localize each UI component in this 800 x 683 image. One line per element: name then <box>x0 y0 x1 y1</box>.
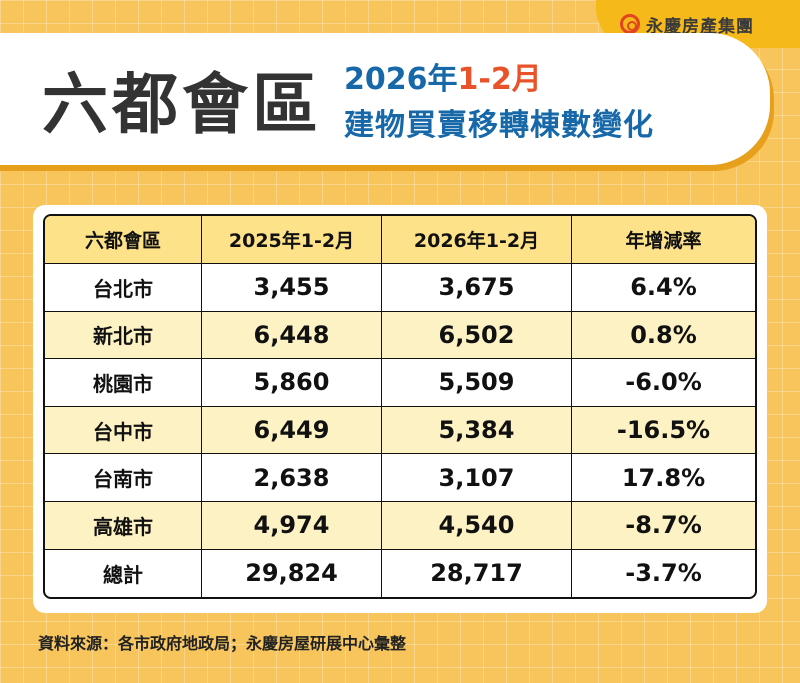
table-row: 桃園市 5,860 5,509 -6.0% <box>45 359 755 407</box>
cell-2025: 29,824 <box>202 549 382 598</box>
cell-region: 台北市 <box>45 264 202 312</box>
cell-2025: 4,974 <box>202 501 382 550</box>
cell-region: 新北市 <box>45 311 202 360</box>
cell-region: 台中市 <box>45 406 202 455</box>
table-card: 六都會區 2025年1-2月 2026年1-2月 年增減率 台北市 3,455 3,… <box>33 205 767 613</box>
source-note: 資料來源：各市政府地政局；永慶房屋研展中心彙整 <box>38 634 407 653</box>
brand-name: 永慶房產集團 <box>646 16 754 37</box>
cell-region: 高雄市 <box>45 501 202 550</box>
cell-2025: 5,860 <box>202 359 382 407</box>
table-row: 台北市 3,455 3,675 6.4% <box>45 264 755 312</box>
cell-2026: 5,509 <box>382 359 572 407</box>
header-yoy: 年增減率 <box>572 216 755 264</box>
subtitle-months: 1-2月 <box>457 62 542 97</box>
table-row: 高雄市 4,974 4,540 -8.7% <box>45 501 755 550</box>
table-row: 新北市 6,448 6,502 0.8% <box>45 311 755 360</box>
title-banner: 六都會區 2026年1-2月 建物買賣移轉棟數變化 <box>0 33 770 165</box>
cell-2026: 3,107 <box>382 454 572 502</box>
cell-region: 總計 <box>45 549 202 598</box>
cell-2026: 3,675 <box>382 264 572 312</box>
cell-2026: 4,540 <box>382 501 572 550</box>
header-region: 六都會區 <box>45 216 202 264</box>
brand-logo-icon <box>620 14 640 34</box>
cell-yoy: 17.8% <box>572 454 755 502</box>
cell-2025: 3,455 <box>202 264 382 312</box>
cell-2025: 6,449 <box>202 406 382 455</box>
table-row: 台中市 6,449 5,384 -16.5% <box>45 406 755 455</box>
table-header-row: 六都會區 2025年1-2月 2026年1-2月 年增減率 <box>45 216 755 264</box>
header-2025: 2025年1-2月 <box>202 216 382 264</box>
header-2026: 2026年1-2月 <box>382 216 572 264</box>
cell-yoy: -3.7% <box>625 559 702 588</box>
cell-2025: 6,448 <box>202 311 382 360</box>
subtitle: 建物買賣移轉棟數變化 <box>344 108 654 143</box>
subtitle-year: 2026年 <box>344 62 458 97</box>
cell-yoy: -16.5% <box>572 406 755 455</box>
table-row: 台南市 2,638 3,107 17.8% <box>45 454 755 502</box>
cell-region: 桃園市 <box>45 359 202 407</box>
subtitle-period: 2026年1-2月 <box>344 54 654 98</box>
cell-yoy: 0.8% <box>572 311 755 360</box>
cell-yoy: -8.7% <box>572 501 755 550</box>
table-row: 總計 29,824 28,717 -3.7% <box>45 549 755 598</box>
cell-yoy: 6.4% <box>572 264 755 312</box>
cell-region: 台南市 <box>45 454 202 502</box>
cell-2026: 6,502 <box>382 311 572 360</box>
cell-yoy: -6.0% <box>572 359 755 407</box>
cell-2026: 28,717 <box>382 549 572 598</box>
cell-2026: 5,384 <box>382 406 572 455</box>
cell-2025: 2,638 <box>202 454 382 502</box>
main-title: 六都會區 <box>42 66 322 143</box>
data-table: 六都會區 2025年1-2月 2026年1-2月 年增減率 台北市 3,455 3,… <box>43 214 757 600</box>
